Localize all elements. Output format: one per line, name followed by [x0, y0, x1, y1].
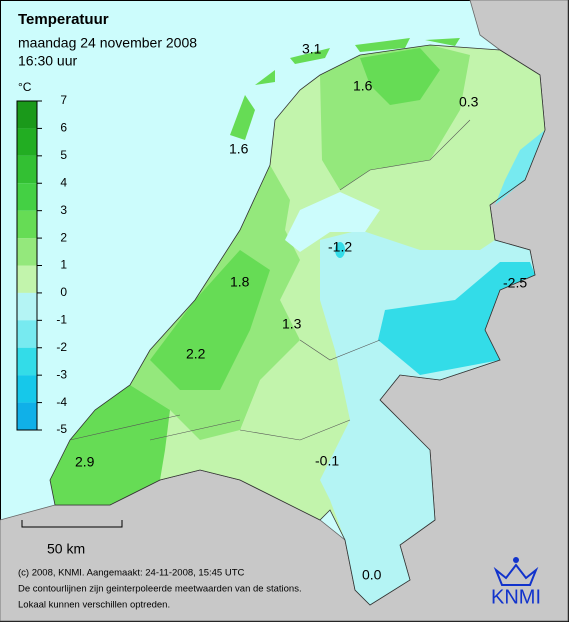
netherlands	[49, 38, 546, 606]
date: maandag 24 november 2008	[18, 35, 197, 51]
contour-label: -1.2	[328, 239, 352, 255]
contour-label: 1.8	[230, 274, 250, 290]
legend-band	[17, 155, 37, 184]
legend-band	[17, 183, 37, 211]
contour-label: -2.5	[503, 275, 527, 291]
legend-tick-label: 4	[60, 175, 67, 189]
scale-bar	[21, 520, 123, 528]
legend-tick-label: -1	[56, 313, 67, 327]
legend-band	[17, 101, 37, 129]
contour-label: 0.3	[459, 94, 479, 110]
legend: 7 6 5 4 3 2 1 0 -1 -2 -3 -4 -5	[16, 93, 67, 436]
legend-tick-label: 0	[60, 285, 67, 299]
legend-tick-label: 2	[60, 230, 67, 244]
legend-tick-label: 7	[60, 93, 67, 107]
contour-label: 1.6	[353, 78, 373, 94]
contour-label: 3.1	[302, 41, 322, 57]
footer-line: Lokaal kunnen verschillen optreden.	[18, 600, 170, 611]
contour-label: 2.9	[75, 454, 95, 470]
contour-label: 0.0	[362, 567, 382, 583]
legend-band	[17, 238, 37, 266]
legend-tick-label: -5	[56, 422, 67, 436]
contour-labels: 3.1 1.6 0.3 1.6 -1.2 -2.5 1.8 1.3 2.2 2.…	[75, 41, 527, 583]
knmi-logo: KNMI	[491, 557, 541, 608]
legend-unit: °C	[18, 80, 32, 94]
legend-tick-label: 5	[60, 148, 67, 162]
legend-tick-label: -3	[56, 367, 67, 381]
legend-band	[17, 292, 37, 321]
time: 16:30 uur	[18, 53, 77, 69]
legend-tick-label: -2	[56, 340, 67, 354]
title: Temperatuur	[18, 11, 109, 28]
legend-tick-label: 3	[60, 203, 67, 217]
footer-line: (c) 2008, KNMI. Aangemaakt: 24-11-2008, …	[18, 568, 244, 579]
logo-text: KNMI	[491, 586, 541, 608]
legend-tick-label: 1	[60, 258, 67, 272]
legend-band	[17, 402, 37, 430]
legend-band	[17, 375, 37, 403]
legend-band	[17, 265, 37, 293]
contour-label: 1.6	[229, 141, 249, 157]
scale-label: 50 km	[47, 541, 85, 557]
legend-tick-label: 6	[60, 121, 67, 135]
footer-line: De contourlijnen zijn geinterpoleerde me…	[18, 584, 302, 595]
legend-tick-label: -4	[56, 395, 67, 409]
contour-label: -0.1	[315, 453, 339, 469]
legend-band	[17, 210, 37, 239]
legend-band	[17, 347, 37, 376]
legend-band	[17, 128, 37, 156]
contour-label: 2.2	[186, 346, 206, 362]
legend-band	[17, 320, 37, 348]
contour-label: 1.3	[282, 316, 302, 332]
